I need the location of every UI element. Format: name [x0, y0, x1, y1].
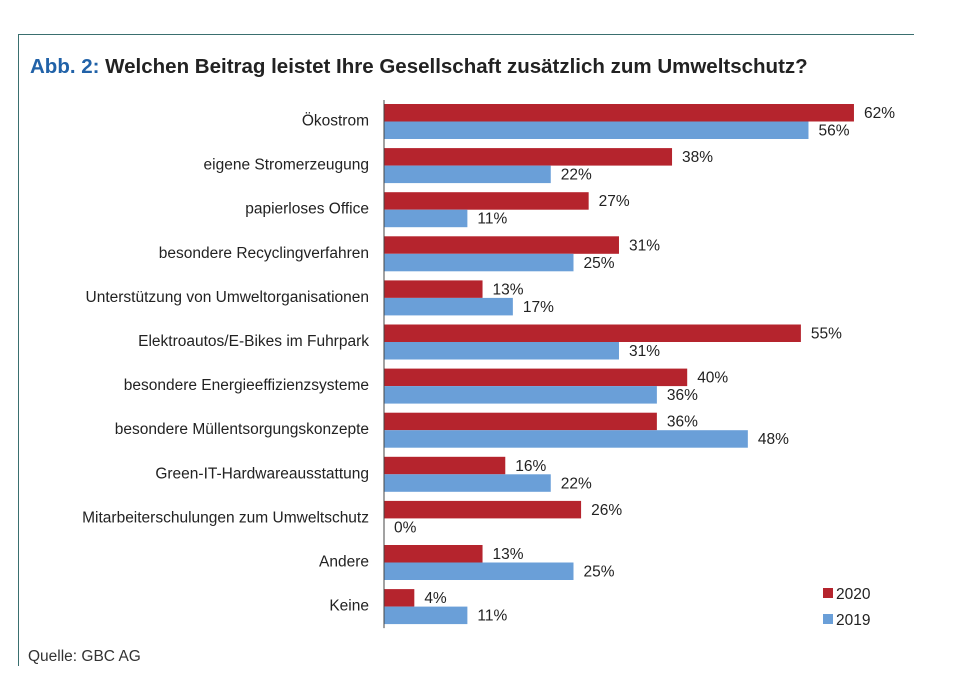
data-label: 48% [758, 431, 789, 448]
category-label: Elektroautos/E-Bikes im Fuhrpark [138, 333, 369, 350]
data-label: 62% [864, 105, 895, 122]
category-label: Ökostrom [302, 112, 369, 130]
data-label: 31% [629, 237, 660, 254]
bar-2020 [384, 104, 854, 122]
data-label: 0% [394, 519, 417, 536]
data-label: 26% [591, 502, 622, 519]
bar-2020 [384, 280, 483, 298]
category-label: Unterstützung von Umweltorganisationen [86, 289, 369, 306]
bar-2019 [384, 386, 657, 404]
bar-2020 [384, 589, 415, 607]
category-label: papierloses Office [245, 201, 369, 218]
data-label: 11% [477, 608, 507, 625]
category-label: eigene Stromerzeugung [204, 157, 369, 174]
data-label: 17% [523, 299, 554, 316]
legend-swatch [823, 588, 833, 598]
category-label: Keine [329, 598, 369, 615]
bar-2019 [384, 606, 468, 625]
legend-label: 2019 [836, 612, 870, 629]
data-label: 56% [818, 123, 849, 140]
category-label: Mitarbeiterschulungen zum Umweltschutz [82, 509, 369, 526]
figure-number: Abb. 2: [30, 55, 100, 78]
bar-2019 [384, 209, 468, 228]
bar-2020 [384, 412, 657, 431]
category-label: Andere [319, 554, 369, 571]
title-text: Welchen Beitrag leistet Ihre Gesellschaf… [105, 55, 808, 78]
bar-2019 [384, 562, 574, 580]
data-label: 27% [599, 193, 630, 210]
data-label: 38% [682, 149, 713, 166]
bar-2019 [384, 430, 748, 448]
legend-label: 2020 [836, 586, 871, 603]
bar-2020 [384, 368, 688, 387]
bar-2020 [384, 236, 619, 254]
data-label: 55% [811, 326, 842, 343]
data-label: 40% [697, 370, 728, 387]
data-label: 31% [629, 343, 660, 360]
bar-2019 [384, 165, 551, 184]
bar-2019 [384, 121, 809, 139]
frame-top-border [18, 34, 914, 35]
category-label: besondere Recyclingverfahren [159, 245, 369, 262]
bar-2019 [384, 342, 619, 360]
data-label: 36% [667, 387, 698, 404]
bar-2020 [384, 545, 483, 563]
data-label: 4% [424, 590, 447, 607]
legend-swatch [823, 614, 833, 624]
category-label: besondere Energieeffizienzsysteme [124, 377, 369, 394]
bar-2020 [384, 456, 506, 475]
data-label: 22% [561, 475, 592, 492]
data-label: 13% [493, 281, 524, 298]
source-note: Quelle: GBC AG [28, 648, 141, 665]
data-label: 11% [477, 211, 507, 228]
data-label: 25% [584, 564, 615, 581]
bar-2020 [384, 500, 582, 519]
bar-2019 [384, 297, 513, 316]
bar-2020 [384, 192, 589, 210]
data-label: 22% [561, 167, 592, 184]
bar-2019 [384, 253, 574, 272]
category-label: besondere Müllentsorgungskonzepte [115, 421, 369, 438]
data-label: 13% [493, 546, 524, 563]
data-label: 16% [515, 458, 546, 475]
data-label: 36% [667, 414, 698, 431]
data-label: 25% [584, 255, 615, 272]
bar-2020 [384, 148, 673, 166]
bar-2019 [384, 474, 551, 492]
frame-left-border [18, 34, 19, 666]
chart-title: Abb. 2: Welchen Beitrag leistet Ihre Ges… [30, 55, 808, 79]
category-label: Green-IT-Hardwareausstattung [155, 465, 369, 482]
bar-2020 [384, 324, 801, 342]
